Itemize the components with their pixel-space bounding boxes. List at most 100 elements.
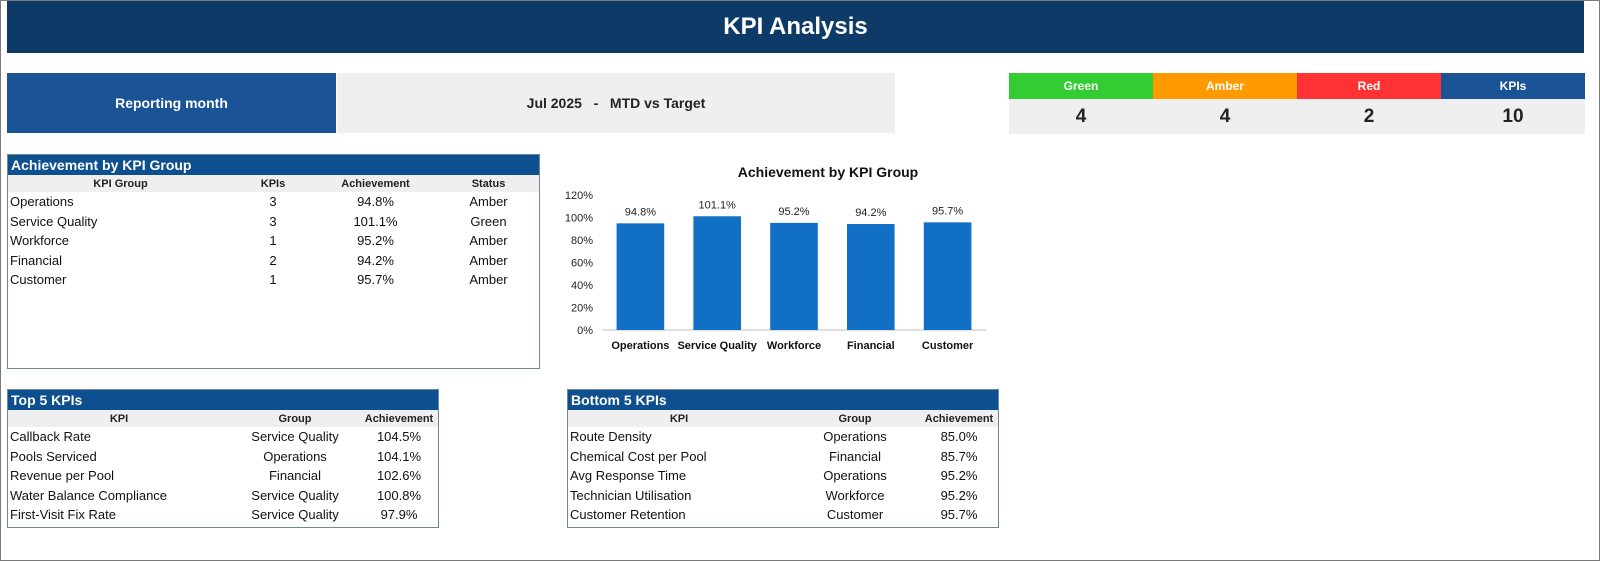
achievement-cell: 95.2% — [940, 487, 978, 503]
column-header: KPI — [8, 410, 230, 427]
top5-panel: Top 5 KPIs KPI Group Achievement Callbac… — [7, 389, 439, 528]
kpi-count-cell: 3 — [269, 194, 277, 210]
kpi-group-cell: Workforce — [10, 233, 69, 249]
group-cell: Service Quality — [251, 487, 339, 503]
status-cell: Amber — [469, 194, 508, 210]
kpi-name-cell: Avg Response Time — [570, 468, 687, 484]
group-cell: Operations — [823, 468, 887, 484]
column-header: Achievement — [313, 175, 438, 192]
kpi-count-cell: 3 — [269, 213, 277, 229]
table-row: Financial 2 94.2% Amber — [8, 251, 539, 271]
kpi-name-cell: Route Density — [570, 429, 652, 445]
kpi-name-cell: First-Visit Fix Rate — [10, 507, 116, 523]
page-title-text: KPI Analysis — [723, 13, 868, 40]
y-tick-label: 60% — [571, 258, 593, 270]
chart-labels: 94.8% Operations 101.1% Service Quality 95.2… — [611, 199, 974, 352]
achievement-cell: 100.8% — [376, 487, 422, 503]
x-tick-label: Service Quality — [677, 340, 757, 352]
table-header-row: KPI Group Achievement — [8, 410, 438, 427]
kpi-name-cell: Revenue per Pool — [10, 468, 115, 484]
status-cell: Green — [470, 213, 507, 229]
achievement-cell: 95.2% — [357, 233, 394, 249]
group-cell: Financial — [268, 468, 322, 484]
y-tick-label: 0% — [577, 325, 593, 337]
data-label: 95.7% — [932, 205, 963, 217]
y-tick-label: 40% — [571, 280, 593, 292]
status-red-box: Red 2 — [1297, 73, 1441, 134]
table-row: Pools Serviced Operations 104.1% — [8, 447, 438, 467]
kpi-group-table: KPI Group KPIs Achievement Status Operat… — [8, 175, 539, 290]
status-green-label: Green — [1009, 73, 1153, 99]
table-row: Workforce 1 95.2% Amber — [8, 231, 539, 251]
table-row: Water Balance Compliance Service Quality… — [8, 486, 438, 506]
table-header-row: KPI Group KPIs Achievement Status — [8, 175, 539, 192]
status-kpis-box: KPIs 10 — [1441, 73, 1585, 134]
kpi-name-cell: Technician Utilisation — [570, 487, 692, 503]
data-label: 101.1% — [699, 199, 737, 211]
bottom5-title: Bottom 5 KPIs — [568, 390, 998, 410]
x-tick-label: Operations — [611, 340, 669, 352]
reporting-month-value[interactable]: Jul 2025 - MTD vs Target — [337, 73, 895, 133]
y-tick-label: 100% — [565, 213, 593, 225]
column-header: KPI Group — [8, 175, 233, 192]
column-header: Achievement — [360, 410, 438, 427]
kpi-name-cell: Customer Retention — [570, 507, 686, 523]
chart-bars — [616, 216, 972, 330]
chart-bar[interactable] — [846, 224, 895, 330]
group-cell: Service Quality — [251, 507, 339, 523]
chart-bar[interactable] — [923, 222, 972, 330]
status-amber-label: Amber — [1153, 73, 1297, 99]
chart-bar[interactable] — [693, 216, 742, 330]
reporting-month-label: Reporting month — [7, 73, 336, 133]
page-title: KPI Analysis — [7, 1, 1584, 53]
bottom5-table: KPI Group Achievement Route Density Oper… — [568, 410, 998, 525]
data-label: 94.8% — [625, 206, 656, 218]
column-header: Group — [790, 410, 920, 427]
kpi-group-cell: Service Quality — [10, 213, 98, 229]
group-cell: Operations — [263, 448, 327, 464]
table-row: Avg Response Time Operations 95.2% — [568, 466, 998, 486]
kpi-group-cell: Customer — [10, 272, 67, 288]
status-cell: Amber — [469, 233, 508, 249]
kpi-name-cell: Pools Serviced — [10, 448, 97, 464]
achievement-cell: 97.9% — [380, 507, 418, 523]
status-amber-box: Amber 4 — [1153, 73, 1297, 134]
y-tick-label: 20% — [571, 303, 593, 315]
y-tick-label: 120% — [565, 190, 593, 202]
chart-bar[interactable] — [770, 222, 818, 330]
status-green-count: 4 — [1009, 99, 1153, 134]
column-header: Group — [230, 410, 360, 427]
achievement-cell: 101.1% — [353, 213, 398, 229]
status-green-box: Green 4 — [1009, 73, 1153, 134]
chart-title: Achievement by KPI Group — [738, 164, 918, 180]
achievement-cell: 102.6% — [376, 468, 422, 484]
kpi-group-table-title: Achievement by KPI Group — [8, 155, 539, 175]
kpi-count-cell: 1 — [269, 233, 277, 249]
achievement-cell: 95.2% — [940, 468, 978, 484]
status-kpis-count: 10 — [1441, 99, 1585, 134]
status-kpis-label: KPIs — [1441, 73, 1585, 99]
achievement-cell: 95.7% — [357, 272, 394, 288]
table-row: Technician Utilisation Workforce 95.2% — [568, 486, 998, 506]
status-amber-count: 4 — [1153, 99, 1297, 134]
x-tick-label: Workforce — [767, 340, 821, 352]
column-header: KPI — [568, 410, 790, 427]
table-row: Route Density Operations 85.0% — [568, 427, 998, 447]
achievement-cell: 94.2% — [357, 252, 394, 268]
x-tick-label: Customer — [922, 340, 974, 352]
table-row: Callback Rate Service Quality 104.5% — [8, 427, 438, 447]
bottom5-panel: Bottom 5 KPIs KPI Group Achievement Rout… — [567, 389, 999, 528]
achievement-bar-chart: Achievement by KPI Group 0% 20% 40% 60% 80% 1… — [562, 154, 994, 364]
group-cell: Service Quality — [251, 429, 339, 445]
column-header: Achievement — [920, 410, 998, 427]
kpi-group-table-panel: Achievement by KPI Group KPI Group KPIs … — [7, 154, 540, 369]
achievement-cell: 104.1% — [376, 448, 422, 464]
kpi-count-cell: 1 — [269, 272, 277, 288]
table-header-row: KPI Group Achievement — [568, 410, 998, 427]
y-tick-label: 80% — [571, 235, 593, 247]
group-cell: Operations — [823, 429, 887, 445]
kpi-name-cell: Water Balance Compliance — [10, 487, 168, 503]
chart-bar[interactable] — [616, 223, 665, 330]
group-cell: Customer — [826, 507, 884, 523]
kpi-count-cell: 2 — [269, 252, 277, 268]
